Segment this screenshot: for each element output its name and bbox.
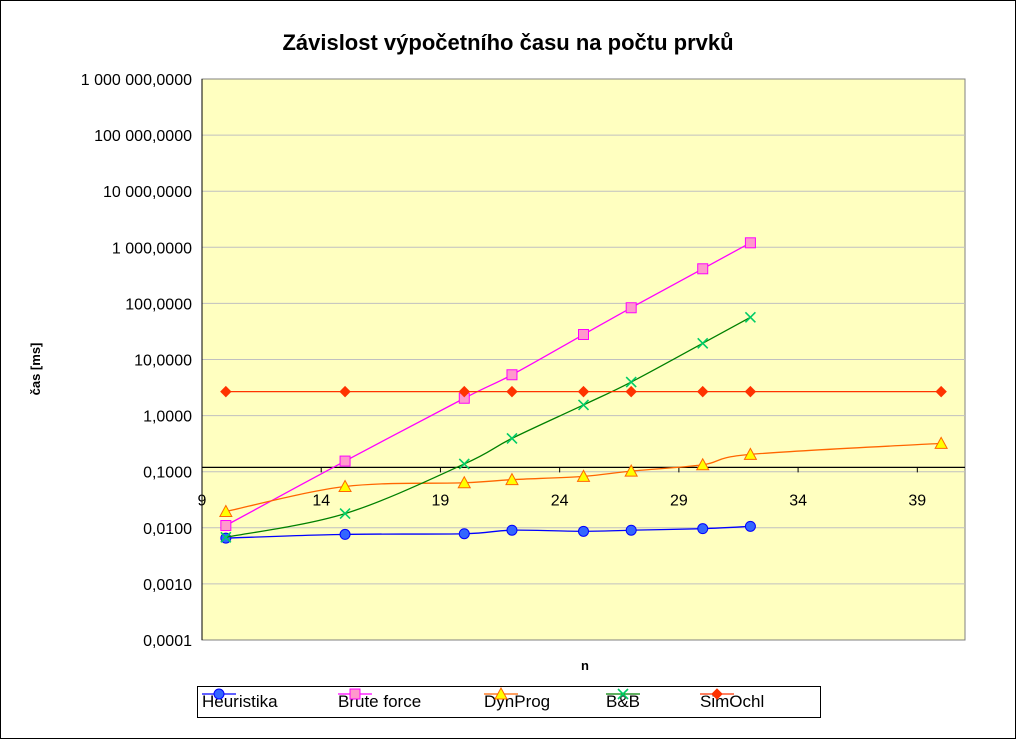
data-point-stroke	[697, 337, 709, 349]
legend-label: B&B	[606, 692, 641, 711]
axes	[201, 79, 965, 640]
data-point-stroke	[339, 508, 351, 520]
data-point	[744, 311, 756, 323]
series-1	[220, 237, 756, 532]
data-point	[744, 237, 756, 249]
data-point	[711, 688, 723, 700]
data-point	[213, 688, 225, 700]
y-tick-label: 1 000 000,0000	[81, 72, 192, 89]
data-point	[219, 504, 233, 517]
data-point	[624, 464, 639, 477]
y-tick-label: 1 000,0000	[112, 240, 192, 257]
series-0	[220, 520, 756, 544]
data-point-stroke	[577, 399, 590, 411]
data-point	[744, 385, 757, 398]
data-point	[339, 385, 351, 398]
x-tick-label: 39	[908, 492, 926, 509]
data-point-stroke	[617, 688, 629, 700]
y-tick-label: 0,0001	[143, 633, 192, 650]
y-tick-label: 10 000,0000	[103, 184, 192, 201]
x-tick-label: 34	[789, 492, 807, 509]
data-point	[458, 528, 470, 540]
legend-item: SimOchl	[700, 687, 764, 717]
data-point-stroke	[625, 376, 637, 388]
data-point	[457, 475, 472, 489]
data-point	[339, 528, 351, 540]
data-point	[349, 688, 361, 700]
legend-item: Brute force	[338, 687, 421, 717]
data-point	[695, 457, 710, 471]
chart-title: Závislost výpočetního času na počtu prvk…	[282, 30, 734, 55]
x-axis-label: n	[581, 658, 589, 673]
data-point	[743, 447, 758, 460]
y-tick-label: 100 000,0000	[94, 128, 192, 145]
series-2	[219, 436, 948, 517]
data-point	[220, 385, 232, 398]
legend-swatch	[202, 688, 236, 700]
legend-item: DynProg	[484, 687, 550, 717]
data-point	[506, 524, 518, 536]
data-point	[934, 436, 948, 449]
y-tick-labels: 0,0001 0,0010 0,0100 0,1000 1,0000 10,0000 100…	[81, 72, 192, 650]
data-point	[625, 302, 637, 314]
x-tick-label: 14	[312, 492, 330, 509]
legend-swatch	[700, 688, 734, 700]
data-point	[576, 469, 591, 482]
data-point	[617, 688, 629, 700]
data-point	[458, 385, 470, 398]
x-tick-label: 19	[432, 492, 450, 509]
data-point	[338, 479, 352, 493]
legend-swatch	[484, 687, 518, 700]
x-tick-label: 9	[198, 492, 207, 509]
data-point	[339, 508, 351, 520]
y-tick-label: 100,0000	[125, 296, 192, 313]
data-point	[625, 524, 637, 536]
data-point	[697, 385, 709, 398]
y-tick-label: 10,0000	[134, 353, 192, 370]
data-point	[494, 687, 508, 700]
data-point	[506, 385, 518, 398]
data-point	[697, 263, 709, 275]
data-point	[697, 523, 709, 535]
x-tick-label: 29	[670, 492, 688, 509]
data-point	[625, 385, 637, 398]
data-point	[505, 472, 519, 486]
data-point	[625, 376, 637, 388]
data-point	[220, 520, 232, 532]
x-tick-labels: 9 14 19 24 29 34 39	[198, 492, 927, 509]
data-point-stroke	[506, 432, 518, 444]
legend-swatch	[338, 688, 372, 700]
data-point	[697, 337, 709, 349]
series-4	[220, 385, 947, 398]
data-point	[506, 432, 518, 444]
legend-swatch	[606, 688, 640, 700]
data-point	[578, 329, 589, 341]
series-3	[220, 311, 756, 543]
data-point	[578, 525, 589, 537]
data-point-stroke	[458, 458, 470, 470]
series-group	[219, 237, 948, 544]
y-tick-label: 1,0000	[143, 409, 192, 426]
y-tick-label: 0,0010	[143, 577, 192, 594]
data-point	[339, 455, 351, 467]
data-point	[220, 531, 232, 543]
data-point	[577, 399, 590, 411]
data-point	[506, 369, 518, 381]
data-point	[744, 520, 756, 532]
y-tick-label: 0,1000	[143, 465, 192, 482]
data-point	[935, 385, 947, 398]
x-tick-label: 24	[551, 492, 569, 509]
legend-item: B&B	[606, 687, 640, 717]
data-point	[577, 385, 590, 398]
legend-item: Heuristika	[202, 687, 278, 717]
data-point	[458, 458, 470, 470]
data-point-stroke	[744, 311, 756, 323]
y-tick-label: 0,0100	[143, 521, 192, 538]
data-point-stroke	[220, 531, 232, 543]
legend: Heuristika Brute force DynProg B&B SimOchl	[197, 686, 821, 718]
